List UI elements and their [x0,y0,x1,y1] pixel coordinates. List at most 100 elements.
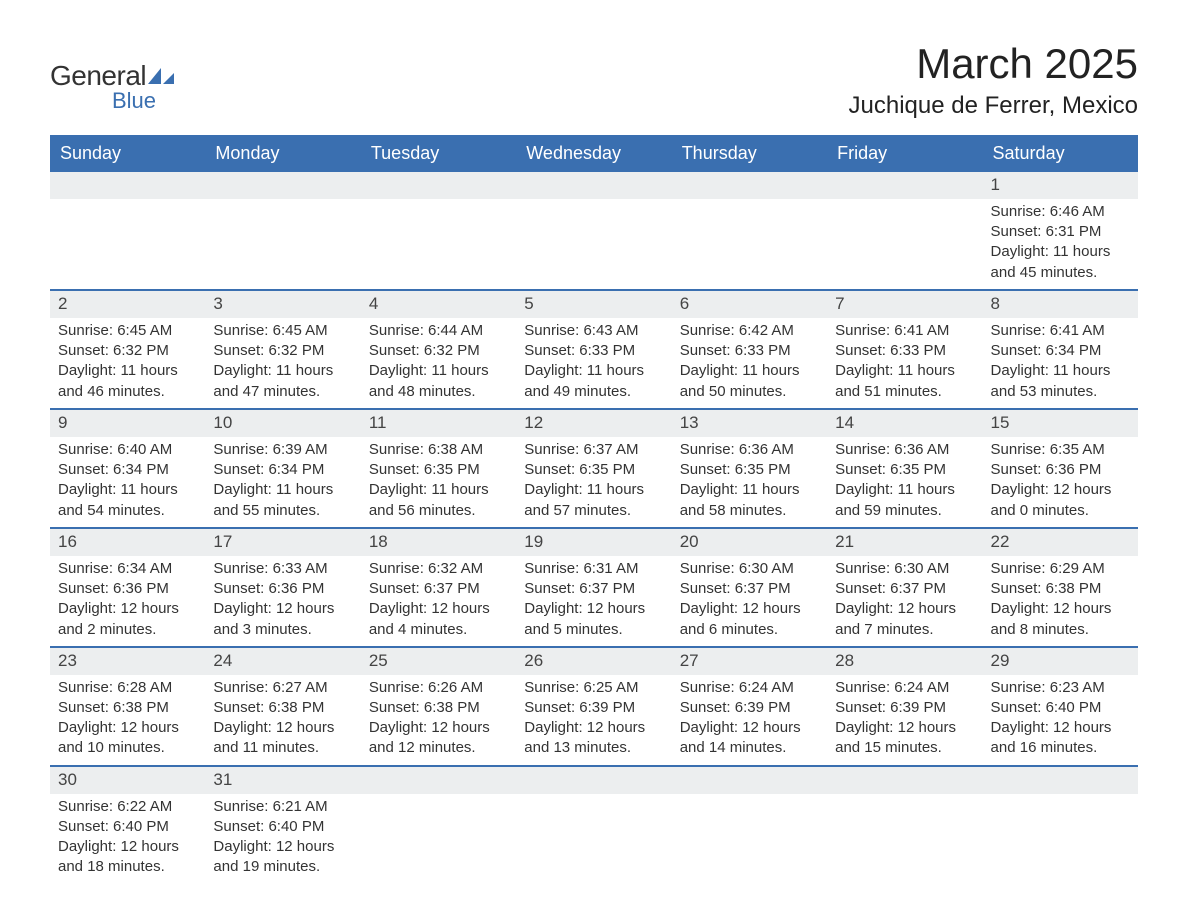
day-number [205,172,360,199]
daylight-text: Daylight: 12 hours and 19 minutes. [213,837,352,878]
sunset-text: Sunset: 6:36 PM [991,460,1130,480]
day-content: Sunrise: 6:32 AMSunset: 6:37 PMDaylight:… [361,556,516,646]
daylight-text: Daylight: 12 hours and 18 minutes. [58,837,197,878]
day-content: Sunrise: 6:36 AMSunset: 6:35 PMDaylight:… [827,437,982,527]
day-header: Thursday [672,135,827,172]
logo: General Blue [50,40,174,114]
sunrise-text: Sunrise: 6:26 AM [369,678,508,698]
day-number: 14 [827,410,982,437]
sunrise-text: Sunrise: 6:30 AM [835,559,974,579]
sunset-text: Sunset: 6:35 PM [524,460,663,480]
sunset-text: Sunset: 6:33 PM [835,341,974,361]
daylight-text: Daylight: 12 hours and 0 minutes. [991,480,1130,521]
day-content [361,794,516,803]
day-content: Sunrise: 6:43 AMSunset: 6:33 PMDaylight:… [516,318,671,408]
day-number: 6 [672,291,827,318]
day-number [516,172,671,199]
daylight-text: Daylight: 11 hours and 49 minutes. [524,361,663,402]
daylight-text: Daylight: 11 hours and 58 minutes. [680,480,819,521]
daylight-text: Daylight: 12 hours and 5 minutes. [524,599,663,640]
sunrise-text: Sunrise: 6:36 AM [680,440,819,460]
calendar-day-cell [516,172,671,290]
daylight-text: Daylight: 11 hours and 47 minutes. [213,361,352,402]
sunrise-text: Sunrise: 6:41 AM [835,321,974,341]
day-content: Sunrise: 6:34 AMSunset: 6:36 PMDaylight:… [50,556,205,646]
calendar-day-cell: 1Sunrise: 6:46 AMSunset: 6:31 PMDaylight… [983,172,1138,290]
sunrise-text: Sunrise: 6:36 AM [835,440,974,460]
calendar-day-cell: 15Sunrise: 6:35 AMSunset: 6:36 PMDayligh… [983,409,1138,528]
day-number: 10 [205,410,360,437]
month-title: March 2025 [849,40,1138,88]
calendar-day-cell: 7Sunrise: 6:41 AMSunset: 6:33 PMDaylight… [827,290,982,409]
calendar-day-cell [827,172,982,290]
day-content: Sunrise: 6:36 AMSunset: 6:35 PMDaylight:… [672,437,827,527]
day-content: Sunrise: 6:46 AMSunset: 6:31 PMDaylight:… [983,199,1138,289]
day-content: Sunrise: 6:41 AMSunset: 6:33 PMDaylight:… [827,318,982,408]
day-number: 26 [516,648,671,675]
day-content [672,794,827,803]
sunset-text: Sunset: 6:35 PM [835,460,974,480]
sunrise-text: Sunrise: 6:32 AM [369,559,508,579]
day-content: Sunrise: 6:27 AMSunset: 6:38 PMDaylight:… [205,675,360,765]
day-content: Sunrise: 6:26 AMSunset: 6:38 PMDaylight:… [361,675,516,765]
day-content: Sunrise: 6:30 AMSunset: 6:37 PMDaylight:… [672,556,827,646]
day-number: 22 [983,529,1138,556]
sunrise-text: Sunrise: 6:33 AM [213,559,352,579]
sunset-text: Sunset: 6:35 PM [680,460,819,480]
daylight-text: Daylight: 12 hours and 6 minutes. [680,599,819,640]
daylight-text: Daylight: 11 hours and 51 minutes. [835,361,974,402]
daylight-text: Daylight: 12 hours and 10 minutes. [58,718,197,759]
daylight-text: Daylight: 11 hours and 53 minutes. [991,361,1130,402]
calendar-day-cell: 18Sunrise: 6:32 AMSunset: 6:37 PMDayligh… [361,528,516,647]
day-number: 31 [205,767,360,794]
day-content: Sunrise: 6:29 AMSunset: 6:38 PMDaylight:… [983,556,1138,646]
day-content: Sunrise: 6:35 AMSunset: 6:36 PMDaylight:… [983,437,1138,527]
sunset-text: Sunset: 6:32 PM [213,341,352,361]
daylight-text: Daylight: 11 hours and 59 minutes. [835,480,974,521]
sunrise-text: Sunrise: 6:37 AM [524,440,663,460]
day-number [672,172,827,199]
daylight-text: Daylight: 12 hours and 2 minutes. [58,599,197,640]
sunrise-text: Sunrise: 6:38 AM [369,440,508,460]
day-header: Sunday [50,135,205,172]
day-number: 16 [50,529,205,556]
sunset-text: Sunset: 6:34 PM [991,341,1130,361]
daylight-text: Daylight: 11 hours and 57 minutes. [524,480,663,521]
location: Juchique de Ferrer, Mexico [849,92,1138,120]
day-content: Sunrise: 6:31 AMSunset: 6:37 PMDaylight:… [516,556,671,646]
sunset-text: Sunset: 6:33 PM [524,341,663,361]
day-content [205,199,360,269]
day-content [827,199,982,269]
day-number [827,767,982,794]
day-number: 4 [361,291,516,318]
sunrise-text: Sunrise: 6:46 AM [991,202,1130,222]
calendar-day-cell: 16Sunrise: 6:34 AMSunset: 6:36 PMDayligh… [50,528,205,647]
daylight-text: Daylight: 12 hours and 11 minutes. [213,718,352,759]
day-number: 21 [827,529,982,556]
calendar-day-cell [50,172,205,290]
calendar-day-cell: 19Sunrise: 6:31 AMSunset: 6:37 PMDayligh… [516,528,671,647]
day-content: Sunrise: 6:37 AMSunset: 6:35 PMDaylight:… [516,437,671,527]
daylight-text: Daylight: 12 hours and 13 minutes. [524,718,663,759]
day-content: Sunrise: 6:21 AMSunset: 6:40 PMDaylight:… [205,794,360,884]
calendar-day-cell: 30Sunrise: 6:22 AMSunset: 6:40 PMDayligh… [50,766,205,884]
day-number: 28 [827,648,982,675]
day-number: 2 [50,291,205,318]
day-content [516,199,671,269]
logo-sail-icon [148,68,174,84]
day-content: Sunrise: 6:30 AMSunset: 6:37 PMDaylight:… [827,556,982,646]
day-header: Saturday [983,135,1138,172]
day-content: Sunrise: 6:24 AMSunset: 6:39 PMDaylight:… [672,675,827,765]
calendar-table: SundayMondayTuesdayWednesdayThursdayFrid… [50,135,1138,884]
day-number: 12 [516,410,671,437]
sunset-text: Sunset: 6:36 PM [58,579,197,599]
daylight-text: Daylight: 12 hours and 16 minutes. [991,718,1130,759]
day-number: 18 [361,529,516,556]
day-number: 17 [205,529,360,556]
sunrise-text: Sunrise: 6:21 AM [213,797,352,817]
calendar-day-cell: 14Sunrise: 6:36 AMSunset: 6:35 PMDayligh… [827,409,982,528]
sunrise-text: Sunrise: 6:45 AM [213,321,352,341]
day-content: Sunrise: 6:45 AMSunset: 6:32 PMDaylight:… [205,318,360,408]
day-content: Sunrise: 6:39 AMSunset: 6:34 PMDaylight:… [205,437,360,527]
calendar-week-row: 30Sunrise: 6:22 AMSunset: 6:40 PMDayligh… [50,766,1138,884]
